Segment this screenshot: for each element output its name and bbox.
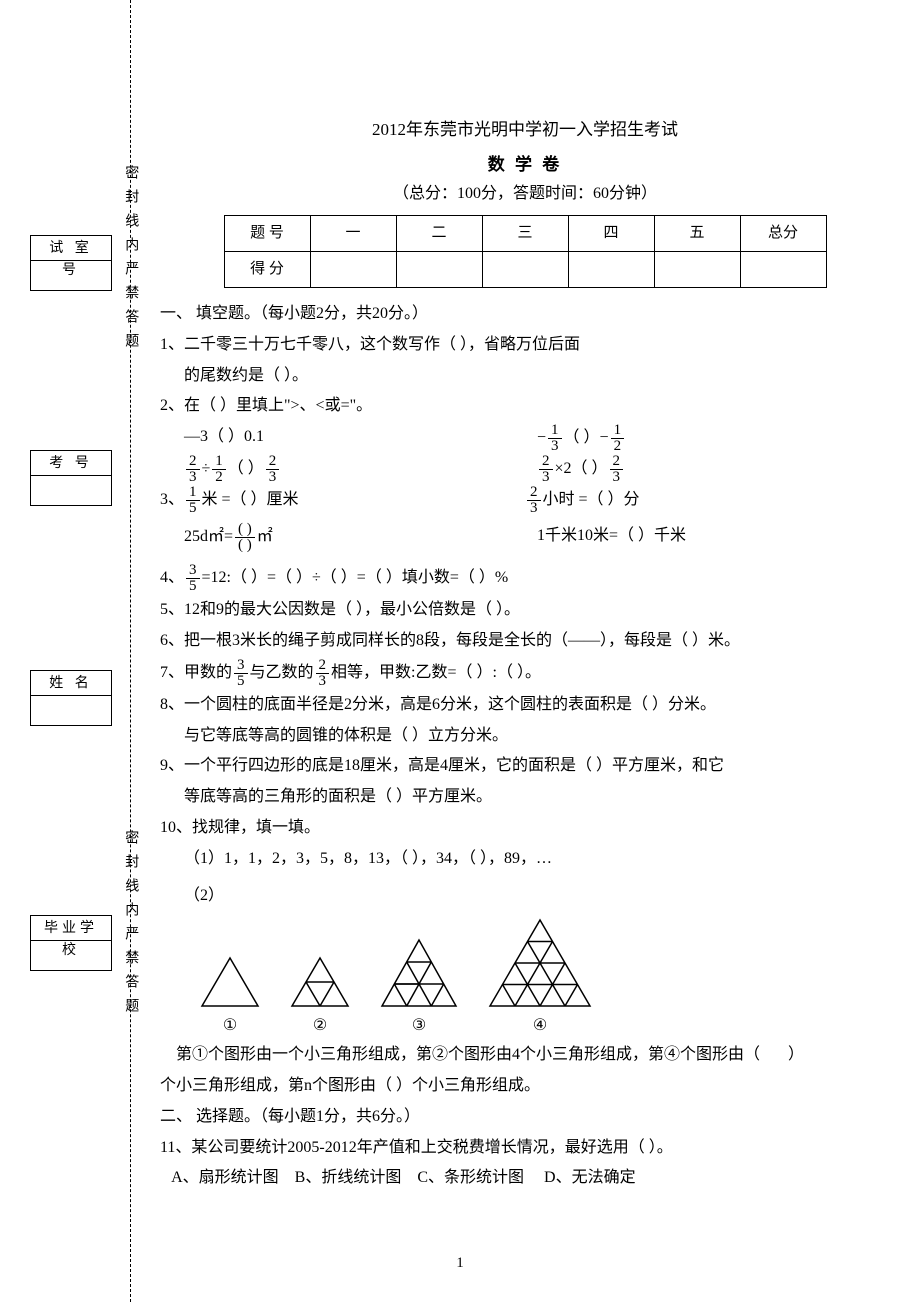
seal-text-1: 密封线内严禁答题 (118, 165, 143, 357)
score-h-1: 一 (310, 215, 396, 251)
q6: 6、把一根3米长的绳子剪成同样长的8段，每段是全长的（——），每段是（ ）米。 (160, 627, 890, 656)
q7-mid: 与乙数的 (250, 664, 314, 681)
q3a-unit: 米 =（ ）厘米 (202, 491, 299, 508)
tri-label-3: ③ (380, 1012, 458, 1041)
q2b-left: 23÷12（ ）23 (184, 454, 537, 485)
exam-subject: 数 学 卷 (160, 150, 890, 181)
q4: 4、35=12:（ ）=（ ）÷（ ）=（ ）填小数=（ ）% (160, 563, 890, 594)
q9a: 9、一个平行四边形的底是18厘米，高是4厘米，它的面积是（ ）平方厘米，和它 (160, 752, 890, 781)
q2-row2: 23÷12（ ）23 23×2（ ）23 (160, 454, 890, 485)
score-r2-3 (482, 251, 568, 287)
q11: 11、某公司要统计2005-2012年产值和上交税费增长情况，最好选用（ ）。 (160, 1134, 890, 1163)
sidebar-name-blank (30, 696, 112, 726)
q3-row2: 25d㎡=( )( )㎡ 1千米10米=（ ）千米 (160, 522, 890, 553)
q3a: 3、15米 =（ ）厘米 (160, 485, 525, 516)
sidebar-examno-label: 考 号 (30, 450, 112, 476)
score-h-3: 三 (482, 215, 568, 251)
q2b-paren: （ ） (228, 460, 264, 477)
sidebar-room-label: 试 室 号 (30, 235, 112, 261)
score-h-num: 题 号 (224, 215, 310, 251)
tri-label-4: ④ (488, 1012, 592, 1041)
triangle-4 (488, 918, 592, 1008)
sidebar-school-label: 毕业学校 (30, 915, 112, 941)
tri-label-2: ② (290, 1012, 350, 1041)
exam-title: 2012年东莞市光明中学初一入学招生考试 (160, 115, 890, 146)
q4-pre: 4、 (160, 569, 184, 586)
q3c: 25d㎡=( )( )㎡ (184, 522, 537, 553)
tri-label-1: ① (200, 1012, 260, 1041)
q7-post: 相等，甲数:乙数=（ ）:（ ）。 (331, 664, 541, 681)
section2-heading: 二、 选择题。（每小题1分，共6分。） (160, 1103, 890, 1132)
q10a: （1）1，1，2，3，5，8，13，（ ），34，（ ），89，… (160, 845, 890, 874)
score-r2-4 (568, 251, 654, 287)
q3-row1: 3、15米 =（ ）厘米 23小时 =（ ）分 (160, 485, 890, 516)
q1: 1、二千零三十万七千零八，这个数写作（ ），省略万位后面 (160, 331, 890, 360)
score-h-2: 二 (396, 215, 482, 251)
sidebar-examno: 考 号 (30, 450, 112, 506)
section1-heading: 一、 填空题。（每小题2分，共20分。） (160, 300, 890, 329)
q10b-row: （2） (160, 882, 890, 911)
page-number: 1 (0, 1250, 920, 1277)
q2a-left: —3（ ）0.1 (184, 423, 537, 454)
q2-row1: —3（ ）0.1 −13（ ）−12 (160, 423, 890, 454)
q11-opts: A、扇形统计图 B、折线统计图 C、条形统计图 D、无法确定 (160, 1164, 890, 1193)
q3c-pre: 25d㎡= (184, 528, 233, 545)
q10b: （2） (160, 887, 224, 904)
exam-info: （总分：100分，答题时间：60分钟） (160, 180, 890, 209)
main-content: 2012年东莞市光明中学初一入学招生考试 数 学 卷 （总分：100分，答题时间… (160, 115, 890, 1195)
score-r2-5 (654, 251, 740, 287)
score-table: 题 号 一 二 三 四 五 总分 得 分 (224, 215, 827, 288)
sidebar-school: 毕业学校 (30, 915, 112, 971)
q10: 10、找规律，填一填。 (160, 814, 890, 843)
q2b-right: 23×2（ ）23 (537, 454, 890, 485)
q3a-pre: 3、 (160, 491, 184, 508)
score-r2-total (740, 251, 826, 287)
q2a-right: −13（ ）−12 (537, 423, 890, 454)
triangle-1 (200, 956, 260, 1008)
q10e: 个小三角形组成，第n个图形由（ ）个小三角形组成。 (160, 1072, 890, 1101)
triangle-2 (290, 956, 350, 1008)
sidebar-name-label: 姓 名 (30, 670, 112, 696)
triangle-labels: ① ② ③ ④ (200, 1012, 890, 1041)
q2b-right-text: ×2（ ） (555, 460, 608, 477)
q10d: 第①个图形由一个小三角形组成，第②个图形由4个小三角形组成，第④个图形由（ ） (160, 1041, 890, 1070)
seal-text-2: 密封线内严禁答题 (118, 830, 143, 1022)
sidebar-examno-blank (30, 476, 112, 506)
q2b-div: ÷ (202, 460, 211, 477)
q1b: 的尾数约是（ ）。 (160, 362, 890, 391)
score-r2-label: 得 分 (224, 251, 310, 287)
q5: 5、12和9的最大公因数是（ ），最小公倍数是（ ）。 (160, 596, 890, 625)
q8a: 8、一个圆柱的底面半径是2分米，高是6分米，这个圆柱的表面积是（ ）分米。 (160, 691, 890, 720)
score-h-5: 五 (654, 215, 740, 251)
q4-mid: =12:（ ）=（ ）÷（ ）=（ ）填小数=（ ）% (202, 569, 509, 586)
q8b: 与它等底等高的圆锥的体积是（ ）立方分米。 (160, 722, 890, 751)
q3b-unit: 小时 =（ ）分 (543, 491, 640, 508)
q7-pre: 7、甲数的 (160, 664, 232, 681)
q3d: 1千米10米=（ ）千米 (537, 522, 890, 553)
triangle-3 (380, 938, 458, 1008)
score-r2-1 (310, 251, 396, 287)
sidebar-name: 姓 名 (30, 670, 112, 726)
score-r2-2 (396, 251, 482, 287)
score-h-total: 总分 (740, 215, 826, 251)
triangle-figures (200, 918, 890, 1008)
q7: 7、甲数的35与乙数的23相等，甲数:乙数=（ ）:（ ）。 (160, 658, 890, 689)
q9b: 等底等高的三角形的面积是（ ）平方厘米。 (160, 783, 890, 812)
q3b: 23小时 =（ ）分 (525, 485, 890, 516)
sidebar-room: 试 室 号 (30, 235, 112, 291)
q3c-post: ㎡ (257, 528, 273, 545)
q2: 2、在（ ）里填上">、<或="。 (160, 392, 890, 421)
score-h-4: 四 (568, 215, 654, 251)
